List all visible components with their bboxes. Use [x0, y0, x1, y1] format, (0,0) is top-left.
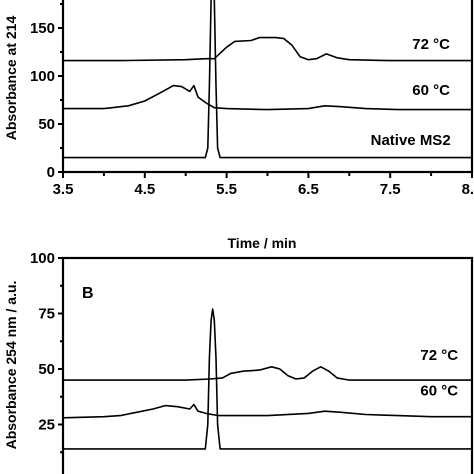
- panel-b-y-tick-label: 75: [38, 306, 55, 323]
- panel-b-chart: Absorbance 254 nm / a.u. B 25 50 75 100 72 °…: [3, 250, 474, 474]
- panel-a-x-tick-label: 8.5: [462, 181, 474, 198]
- panel-a-chart: Absorbance at 214 Time / min 0 50 100 150 3.…: [3, 0, 474, 251]
- panel-b-trace-native: [63, 308, 472, 450]
- panel-a-y-tick-label: 150: [30, 20, 55, 37]
- panel-a-series-label-native-ms2: Native MS2: [371, 132, 451, 149]
- panel-a-x-tick-label: 4.5: [134, 181, 155, 198]
- panel-a-y-tick-label: 100: [30, 68, 55, 85]
- panel-b-y-tick-label: 25: [38, 417, 55, 434]
- panel-b-series-label-60-c: 60 °C: [420, 383, 458, 400]
- panel-a-y-tick-label: 50: [38, 116, 55, 133]
- panel-a-x-tick-label: 3.5: [53, 181, 74, 198]
- panel-a-y-tick-label: 0: [47, 164, 55, 181]
- panel-a-x-axis-title: Time / min: [228, 235, 297, 251]
- panel-a-x-tick-label: 5.5: [216, 181, 237, 198]
- panel-b-trace-72-c: [63, 366, 472, 381]
- panel-a-y-axis-title: Absorbance at 214: [3, 16, 19, 141]
- panel-a-trace-72-c: [63, 36, 472, 62]
- panel-a-x-tick-label: 6.5: [298, 181, 319, 198]
- panel-b-y-axis-title: Absorbance 254 nm / a.u.: [3, 281, 19, 450]
- panel-a-series-label-72-c: 72 °C: [412, 36, 450, 53]
- panel-a-series-label-60-c: 60 °C: [412, 82, 450, 99]
- panel-b-series-label-72-c: 72 °C: [420, 347, 458, 364]
- panel-b-y-tick-label: 100: [30, 250, 55, 267]
- panel-a-trace-60-c: [63, 84, 472, 111]
- panel-b-y-tick-label: 50: [38, 361, 55, 378]
- panel-a-trace-native-ms2: [63, 0, 472, 159]
- panel-a-x-tick-label: 7.5: [380, 181, 401, 198]
- panel-b-letter: B: [82, 285, 94, 302]
- panel-b-trace-60-c: [63, 403, 472, 419]
